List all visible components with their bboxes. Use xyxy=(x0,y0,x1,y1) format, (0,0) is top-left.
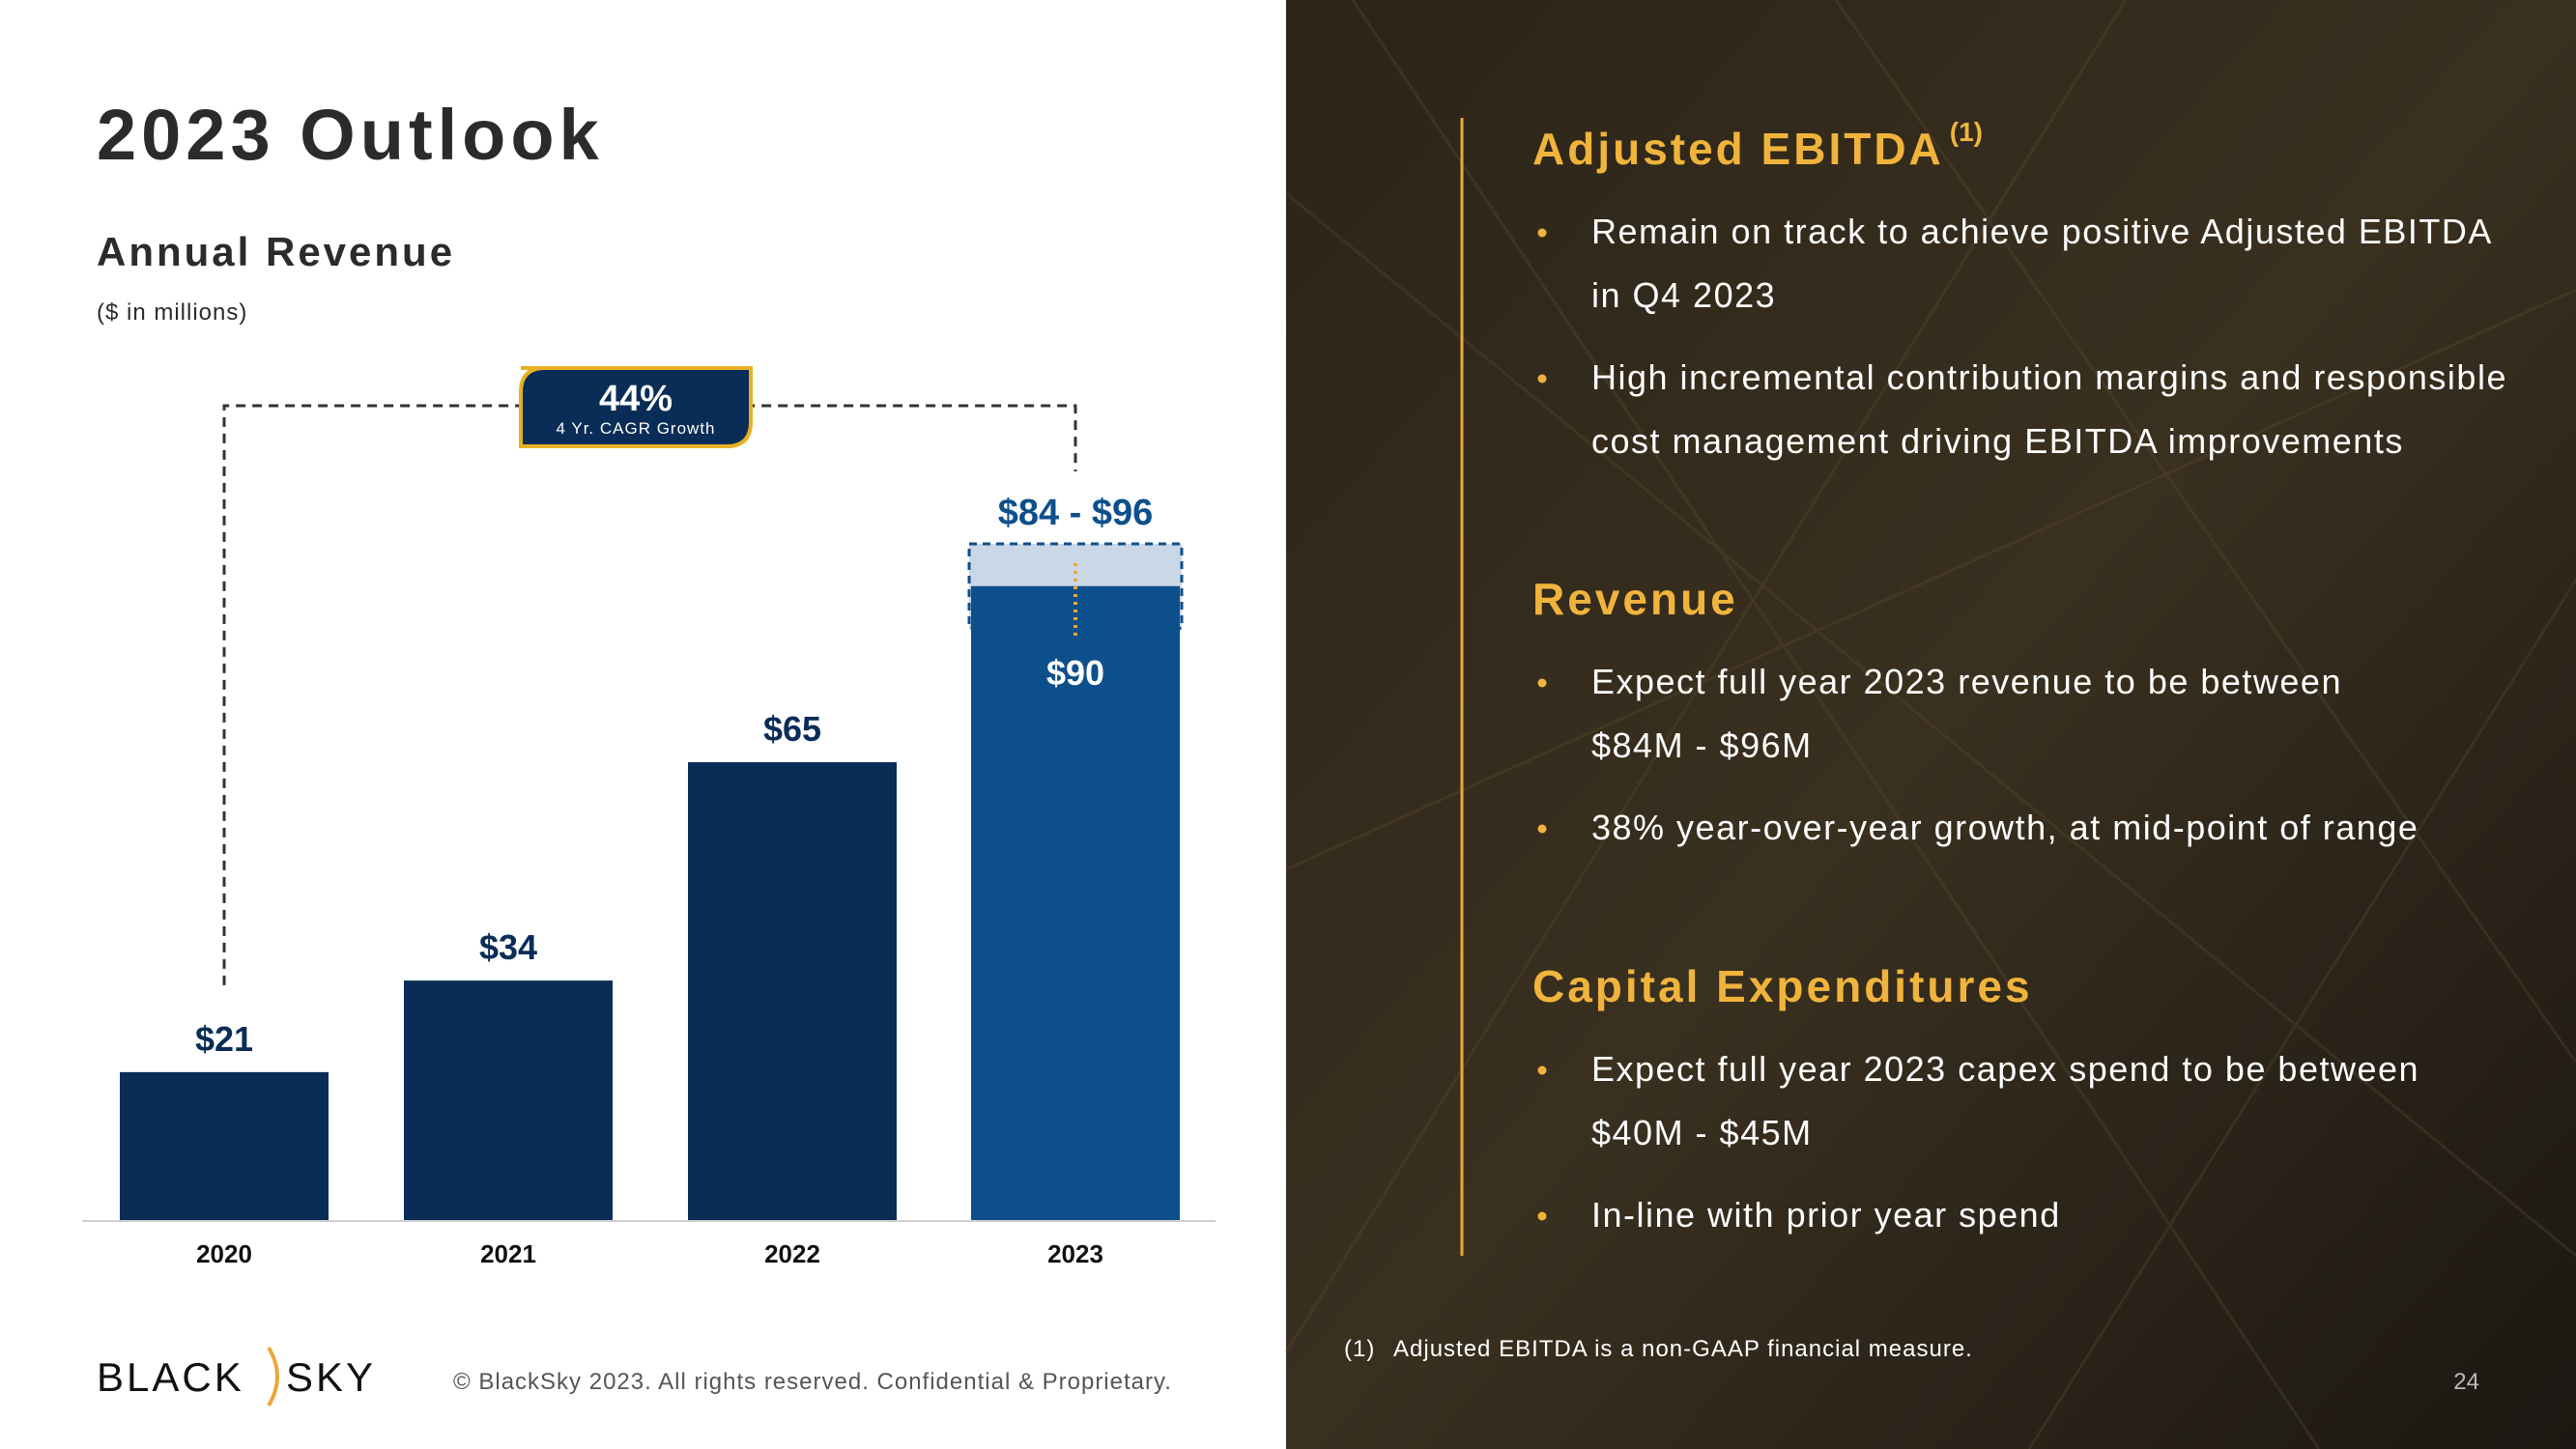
value-label: $90 xyxy=(1046,653,1104,693)
bullet-text: $84M - $96M xyxy=(1591,725,1813,765)
x-tick-label: 2021 xyxy=(480,1239,536,1268)
logo-right: SKY xyxy=(286,1354,376,1400)
logo-left: BLACK xyxy=(97,1354,244,1400)
bullet-text: High incremental contribution margins an… xyxy=(1591,357,2507,397)
section-heading: Revenue xyxy=(1532,574,1738,624)
logo-mark xyxy=(267,1346,279,1407)
bullet-text: $40M - $45M xyxy=(1591,1113,1813,1152)
bullet xyxy=(1537,374,1547,384)
bullet-text: Remain on track to achieve positive Adju… xyxy=(1591,212,2493,251)
bar xyxy=(971,585,1180,1220)
bullet xyxy=(1537,824,1547,834)
cagr-text: 4 Yr. CAGR Growth xyxy=(556,419,715,438)
footnote: Adjusted EBITDA is a non-GAAP financial … xyxy=(1393,1336,1973,1362)
bullet-text: in Q4 2023 xyxy=(1591,275,1776,315)
heading-note: (1) xyxy=(1950,117,1983,147)
section-heading: Capital Expenditures xyxy=(1532,961,2033,1011)
bullet xyxy=(1537,678,1547,688)
bullet xyxy=(1537,228,1547,238)
bullet-text: 38% year-over-year growth, at mid-point … xyxy=(1591,808,2419,847)
cagr-label: 44% xyxy=(599,379,673,419)
bar xyxy=(688,762,897,1220)
copyright: © BlackSky 2023. All rights reserved. Co… xyxy=(453,1369,1172,1395)
page-number: 24 xyxy=(2453,1369,2479,1395)
cagr-box xyxy=(519,366,753,448)
slide-title: 2023 Outlook xyxy=(97,95,604,175)
value-label: $34 xyxy=(479,927,537,967)
bullet-text: cost management driving EBITDA improveme… xyxy=(1591,421,2404,461)
footnote-marker: (1) xyxy=(1344,1336,1375,1362)
section-heading: Adjusted EBITDA xyxy=(1532,124,1944,174)
bullet-text: Expect full year 2023 revenue to be betw… xyxy=(1591,662,2342,701)
x-tick-label: 2020 xyxy=(196,1239,252,1268)
chart-title: Annual Revenue xyxy=(97,229,455,274)
bullet-text: Expect full year 2023 capex spend to be … xyxy=(1591,1049,2419,1089)
bullet-text: In-line with prior year spend xyxy=(1591,1195,2061,1235)
value-label: $21 xyxy=(195,1019,253,1059)
x-tick-label: 2022 xyxy=(764,1239,820,1268)
bar xyxy=(404,980,613,1220)
x-tick-label: 2023 xyxy=(1047,1239,1103,1268)
bullet xyxy=(1537,1065,1547,1075)
range-label: $84 - $96 xyxy=(998,493,1154,533)
value-label: $65 xyxy=(763,709,821,749)
background-texture xyxy=(1284,0,2576,1449)
bar xyxy=(120,1071,329,1220)
chart-subtitle: ($ in millions) xyxy=(97,299,247,326)
right-panel xyxy=(1286,0,2576,1449)
bullet xyxy=(1537,1211,1547,1221)
